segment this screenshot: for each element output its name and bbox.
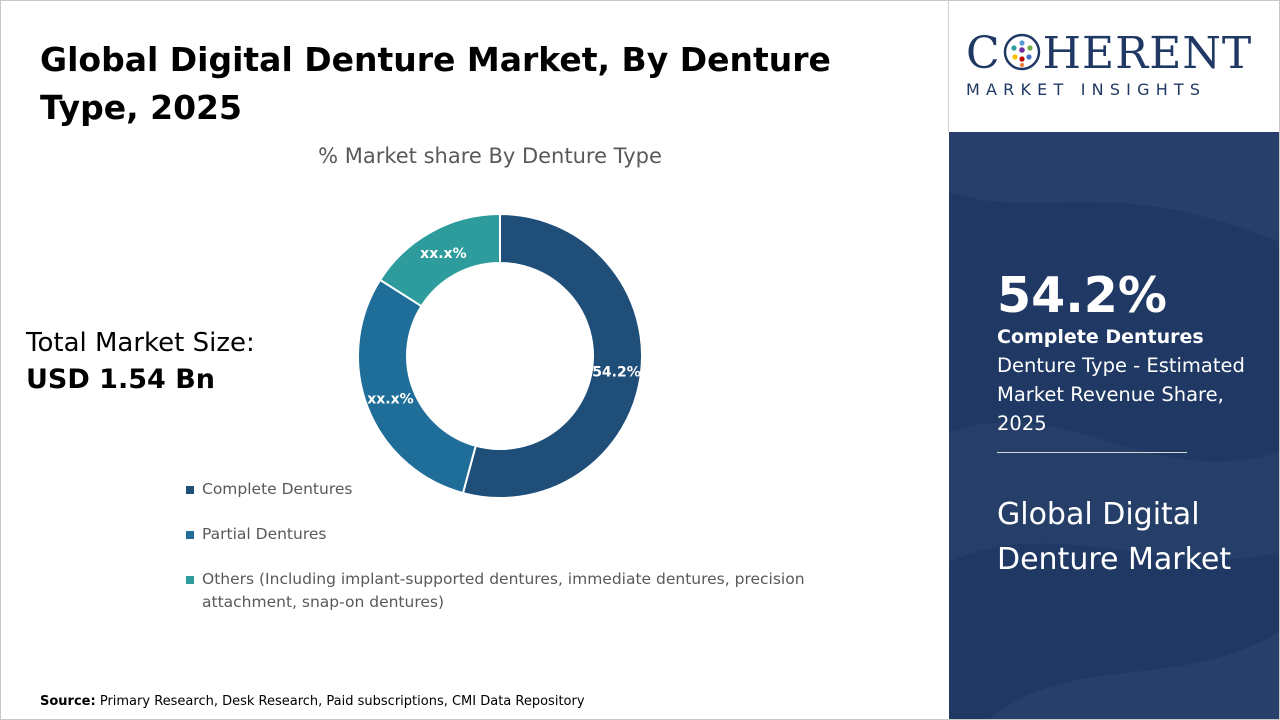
- legend-swatch-partial-dentures: [186, 531, 194, 539]
- legend-label-partial-dentures: Partial Dentures: [202, 525, 327, 543]
- panel-divider: [997, 452, 1187, 453]
- source-label: Source:: [40, 694, 96, 709]
- legend-swatch-complete-dentures: [186, 486, 194, 494]
- source-text: Primary Research, Desk Research, Paid su…: [99, 694, 585, 709]
- slice-label-others: xx.x%: [420, 246, 466, 262]
- logo-letters-herent: HERENT: [1042, 28, 1253, 79]
- logo-wordmark: C HERENT: [966, 30, 1266, 78]
- legend-item-complete-dentures: Complete Dentures: [186, 478, 826, 501]
- slice-label-partial-dentures: xx.x%: [367, 392, 413, 408]
- donut-slice-partial-dentures: [357, 278, 477, 495]
- chart-legend: Complete Dentures Partial Dentures Other…: [186, 478, 826, 636]
- donut-chart: 54.2% xx.x% xx.x%: [357, 212, 643, 499]
- legend-item-partial-dentures: Partial Dentures: [186, 523, 826, 546]
- market-size-value: USD 1.54 Bn: [26, 364, 215, 395]
- highlight-value: 54.2%: [997, 267, 1167, 324]
- highlight-panel: 54.2% Complete Dentures Denture Type - E…: [949, 132, 1279, 719]
- market-name: Global Digital Denture Market: [997, 497, 1232, 577]
- donut-slice-others: [378, 212, 501, 308]
- globe-dots-icon: [1003, 33, 1040, 71]
- logo-subtitle: MARKET INSIGHTS: [966, 80, 1207, 99]
- legend-item-others: Others (Including implant-supported dent…: [186, 568, 826, 614]
- panel-texture: [949, 132, 1279, 719]
- donut-slice-complete-dentures: [461, 212, 643, 499]
- legend-swatch-others: [186, 576, 194, 584]
- legend-label-others: Others (Including implant-supported dent…: [202, 570, 805, 611]
- market-size-block: Total Market Size: USD 1.54 Bn: [26, 326, 255, 400]
- legend-label-complete-dentures: Complete Dentures: [202, 480, 353, 498]
- company-logo: C HERENT MARKET INSIGHTS: [966, 30, 1266, 100]
- source-note: Source: Primary Research, Desk Research,…: [40, 694, 585, 709]
- chart-title: % Market share By Denture Type: [318, 144, 662, 168]
- highlight-description: Denture Type - Estimated Market Revenue …: [997, 354, 1245, 435]
- slice-label-complete-dentures: 54.2%: [592, 364, 641, 380]
- header-divider: [948, 0, 949, 132]
- logo-letter-c: C: [966, 28, 1001, 79]
- market-size-label: Total Market Size:: [26, 328, 255, 358]
- page-title: Global Digital Denture Market, By Dentur…: [40, 40, 831, 127]
- highlight-segment: Complete Dentures: [997, 326, 1204, 348]
